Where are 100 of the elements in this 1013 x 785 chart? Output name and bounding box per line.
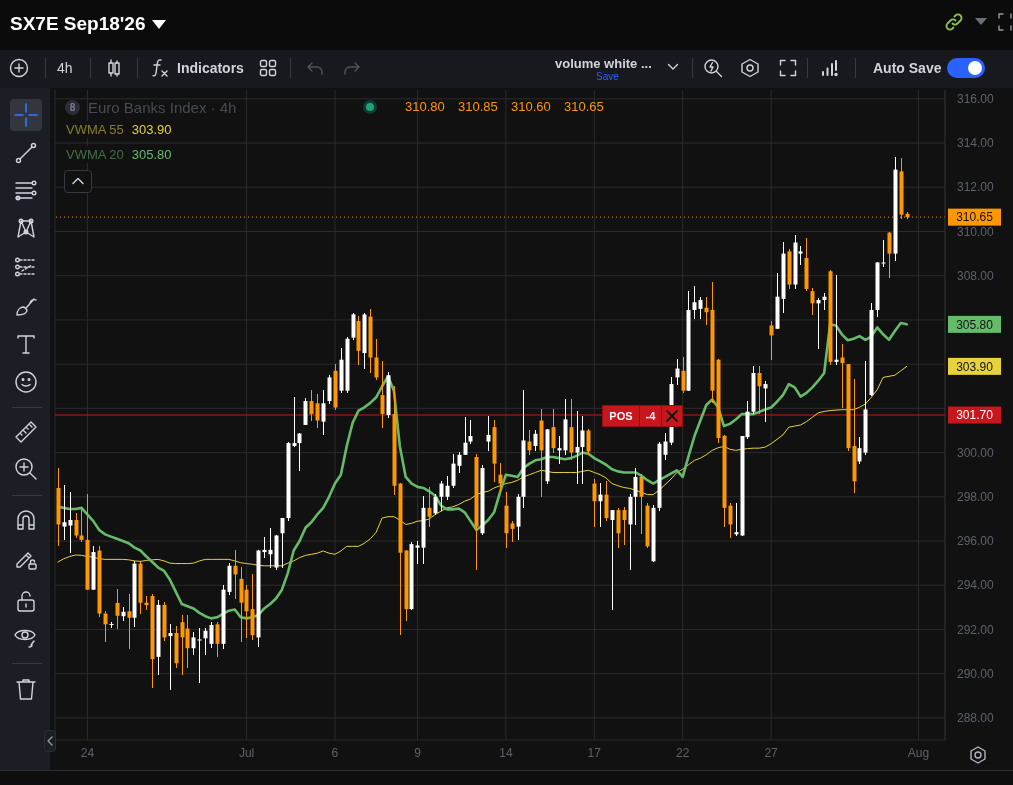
- candlestick: [445, 475, 450, 501]
- y-tick-label: 308.00: [957, 268, 995, 283]
- text: Euro Banks Index · 4h: [88, 99, 237, 116]
- candlestick: [681, 356, 686, 394]
- annotation: 310.60: [511, 99, 551, 115]
- candlestick: [292, 396, 297, 448]
- candlestick: [592, 478, 597, 528]
- candlestick: [439, 480, 444, 512]
- candlestick: [103, 610, 108, 643]
- candlestick: [415, 540, 420, 565]
- text: Auto Save: [873, 60, 942, 77]
- text: VWMA 20: [66, 147, 124, 162]
- x-tick-label: 22: [676, 745, 690, 760]
- x-tick-label: Jul: [238, 745, 255, 760]
- y-tick-label: 301.70: [956, 408, 994, 423]
- y-tick-label: 298.00: [957, 490, 995, 504]
- text: Save: [596, 70, 619, 83]
- chart-title: SX7E Sep18'26: [10, 12, 146, 36]
- candlestick: [527, 429, 532, 456]
- candlestick: [857, 436, 862, 465]
- candlestick: [297, 432, 302, 472]
- x-tick-label: 24: [80, 745, 95, 760]
- candlestick: [321, 389, 326, 436]
- text: 4h: [57, 60, 73, 77]
- y-tick-label: 288.00: [957, 711, 995, 726]
- candlestick: [486, 415, 491, 452]
- candlestick: [451, 453, 456, 489]
- candlestick: [610, 509, 615, 611]
- y-tick-label: 314.00: [957, 136, 995, 151]
- y-tick-label: 303.90: [956, 359, 994, 374]
- candlestick: [433, 493, 438, 516]
- candlestick: [510, 520, 515, 543]
- y-tick-label: 294.00: [957, 578, 995, 593]
- candlestick: [575, 410, 580, 485]
- y-tick-label: 310.00: [957, 224, 995, 239]
- candlestick: [698, 296, 703, 320]
- candlestick: [303, 397, 308, 426]
- candlestick: [498, 462, 503, 492]
- text: 303.90: [131, 122, 172, 137]
- candlestick: [633, 467, 638, 526]
- candlestick: [327, 374, 332, 405]
- candlestick: [280, 517, 285, 569]
- candlestick: [197, 627, 202, 684]
- candlestick: [203, 627, 208, 656]
- candlestick: [887, 231, 892, 279]
- candlestick: [580, 415, 585, 485]
- y-tick-label: 305.80: [956, 317, 994, 332]
- y-tick-label: 316.00: [957, 92, 995, 107]
- candlestick: [457, 451, 462, 474]
- y-tick-label: 312.00: [957, 180, 995, 195]
- y-tick-label: 290.00: [957, 666, 995, 681]
- candlestick: [79, 506, 84, 543]
- line-series: [57, 365, 908, 567]
- annotation: 310.85: [458, 99, 498, 115]
- x-tick-label: 27: [764, 745, 779, 760]
- text: VWMA 55: [66, 122, 124, 137]
- candlestick: [233, 549, 238, 600]
- candlestick: [374, 338, 379, 381]
- y-tick-label: 296.00: [957, 534, 995, 549]
- candlestick: [74, 512, 79, 539]
- candlestick: [380, 360, 385, 429]
- candlestick: [551, 408, 556, 454]
- y-tick-label: 300.00: [957, 445, 995, 460]
- candlestick: [209, 621, 214, 649]
- y-tick-label: 310.65: [956, 210, 994, 225]
- candlestick: [757, 365, 762, 415]
- candlestick: [427, 486, 432, 528]
- x-tick-label: 14: [499, 745, 513, 760]
- candlestick: [463, 416, 468, 456]
- candlestick: [62, 484, 67, 541]
- candlestick: [622, 506, 627, 546]
- candlestick: [769, 320, 774, 361]
- candlestick: [586, 428, 591, 456]
- candlestick: [468, 419, 473, 445]
- candlestick: [68, 491, 73, 554]
- candlestick: [881, 239, 886, 268]
- text: Indicators: [177, 60, 244, 77]
- candlestick: [663, 432, 668, 461]
- candlestick: [675, 358, 680, 386]
- candlestick: [315, 393, 320, 429]
- x-tick-label: 17: [587, 745, 602, 760]
- annotation: 8: [69, 102, 76, 113]
- candlestick: [816, 297, 821, 350]
- ref-line-label: POS -4: [608, 409, 657, 424]
- candlestick: [616, 507, 621, 549]
- candlestick: [168, 623, 173, 691]
- annotation: 310.65: [564, 99, 604, 115]
- candlestick: [810, 287, 815, 316]
- candlestick: [185, 614, 190, 669]
- candlestick: [533, 429, 538, 452]
- x-tick-label: 9: [414, 745, 422, 760]
- candlestick: [840, 343, 845, 409]
- candlestick: [692, 285, 697, 320]
- candlestick: [309, 389, 314, 422]
- y-tick-label: 292.00: [957, 622, 995, 637]
- candlestick: [215, 621, 220, 658]
- annotation: 310.80: [405, 99, 445, 115]
- candlestick: [191, 631, 196, 656]
- x-tick-label: Aug: [907, 745, 930, 760]
- text: 305.80: [131, 147, 172, 162]
